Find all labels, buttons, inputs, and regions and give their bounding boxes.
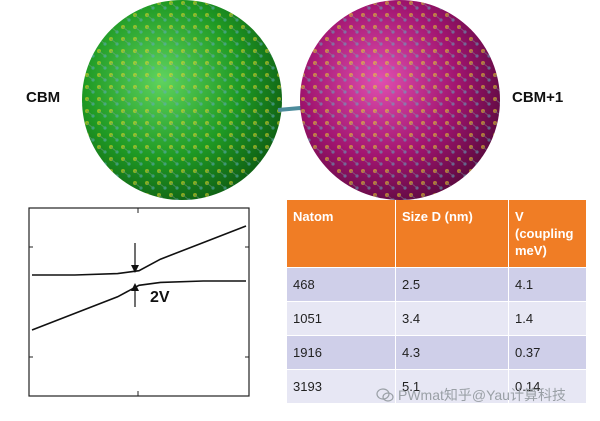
header-natom: Natom	[287, 200, 396, 268]
cell-natom: 468	[287, 267, 396, 302]
lower-level-curve	[31, 280, 246, 331]
coupling-annotation: 2V	[150, 289, 170, 306]
nanocrystal-dimer-image	[82, 0, 500, 200]
cell-coupling: 4.1	[508, 267, 587, 302]
right-cluster	[300, 0, 500, 200]
plot-frame	[28, 207, 250, 397]
cbm-plus-1-label: CBM+1	[512, 89, 564, 106]
watermark-text: PWmat知乎@Yau计算科技	[398, 387, 566, 403]
cell-coupling: 0.14	[508, 369, 587, 403]
wechat-icon	[376, 388, 394, 402]
cell-size: 5.1	[395, 369, 509, 403]
header-size: Size D (nm)	[395, 200, 509, 268]
cell-natom: 1051	[287, 301, 396, 336]
cell-coupling: 1.4	[508, 301, 587, 336]
cell-coupling: 0.37	[508, 335, 587, 370]
cbm-label: CBM	[26, 89, 61, 106]
cell-size: 2.5	[395, 267, 509, 302]
up-arrow	[131, 283, 139, 307]
watermark: PWmat知乎@Yau计算科技	[376, 385, 566, 405]
table-row: 1051 3.4 1.4	[287, 301, 587, 336]
upper-level-curve	[32, 225, 247, 276]
anticrossing-plot: 2V	[28, 207, 250, 397]
cell-size: 4.3	[395, 335, 509, 370]
cell-natom: 1916	[287, 335, 396, 370]
left-cluster	[82, 0, 282, 200]
down-arrow	[131, 243, 139, 273]
table-row: 468 2.5 4.1	[287, 267, 587, 302]
table-row: 1916 4.3 0.37	[287, 335, 587, 370]
table-header-row: Natom Size D (nm) V (coupling meV)	[287, 200, 587, 268]
cell-size: 3.4	[395, 301, 509, 336]
coupling-table: Natom Size D (nm) V (coupling meV) 468 2…	[287, 200, 587, 403]
header-coupling: V (coupling meV)	[508, 200, 587, 268]
